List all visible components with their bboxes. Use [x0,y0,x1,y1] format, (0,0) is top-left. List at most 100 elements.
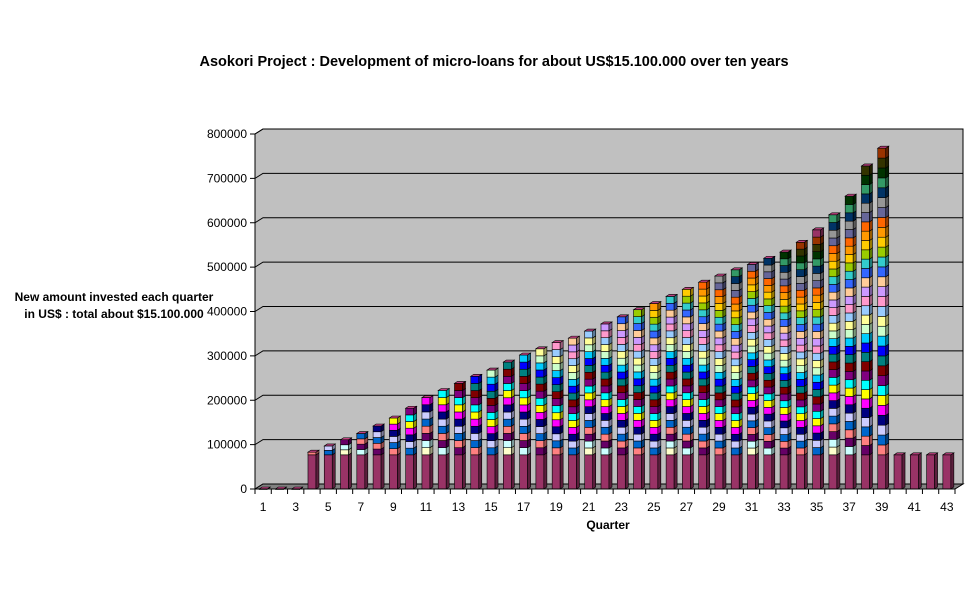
x-tick-label: 29 [712,500,726,514]
bar-segment [649,349,662,360]
bar-segment [535,388,548,399]
bar-segment [763,337,776,347]
bar-segment [812,241,824,253]
bar-top [795,239,809,243]
bar-segment [551,452,564,490]
bar-top [925,452,939,456]
bar-segment [665,452,678,490]
bar-segment [828,452,841,490]
bar-segment [828,281,841,293]
bar-top [518,352,532,356]
bar-segment [633,431,645,442]
bar-segment [796,328,808,339]
bar-segment [584,390,597,401]
bar-segment [551,389,564,400]
y-tick-label: 0 [240,482,247,496]
bar-segment [779,404,792,415]
x-tick-label: 19 [549,500,563,514]
x-tick-label: 33 [777,500,791,514]
bar-segment [877,452,890,490]
bar-segment [844,327,857,339]
bar-segment [584,438,597,449]
bar-segment [503,452,515,490]
bar-segment [665,410,678,421]
bar-segment [519,452,531,490]
bar-segment [926,452,938,490]
bar-segment [535,367,548,378]
bar-segment [812,307,824,318]
bar-segment [600,452,613,490]
bar-segment [389,452,401,490]
bar-top [713,273,727,277]
bar-segment [730,452,743,490]
bar-segment [844,410,857,423]
bar-segment [796,287,808,298]
bar-segment [828,436,841,448]
bar-segment [682,341,694,352]
bar-top [372,423,386,427]
gridline [254,350,963,357]
bar-segment [437,452,450,490]
bar-segment [372,452,385,490]
bar-segment [779,445,792,456]
x-tick-label: 21 [582,500,596,514]
bar-segment [779,269,792,280]
bar-top [600,321,613,325]
bar-segment [454,416,466,427]
bar-segment [844,377,857,389]
bar-segment [828,235,841,247]
bar-top [779,249,793,253]
bar-segment [747,350,759,361]
x-tick-label: 9 [390,500,397,514]
bar-segment [844,310,857,322]
bar-segment [877,323,890,337]
y-tick-label: 600000 [207,216,247,230]
bar-segment [584,404,597,415]
x-tick-label: 25 [647,500,661,514]
bar-top [844,193,858,197]
bar-segment [551,445,564,456]
bar-segment [714,355,727,366]
bar-segment [633,424,645,435]
bar-top [697,279,711,283]
bar-segment [665,362,678,373]
bar-segment [698,452,710,490]
bar-segment [682,452,694,490]
bar-segment [649,342,662,353]
bar-top [306,449,320,453]
bar-segment [763,350,776,361]
bar-segment [454,395,466,406]
bar-segment [812,379,824,391]
bar-top [502,359,516,363]
bar-segment [535,452,548,490]
bar-segment [828,305,841,316]
y-tick-label: 800000 [207,127,247,141]
bar-segment [698,403,710,414]
bar-segment [503,438,515,449]
bar-top [355,431,369,434]
x-tick-label: 37 [843,500,857,514]
gridline [254,439,963,446]
bar-segment [665,321,678,332]
bar-segment [796,452,808,490]
bar-top [339,437,353,441]
bar-segment [405,452,417,490]
bar-top [632,307,646,311]
bar-segment [747,309,759,320]
bar-segment [437,423,450,434]
bar-segment [486,367,499,378]
bar-segment [600,328,613,339]
x-tick-label: 23 [615,500,629,514]
bar-top [583,328,597,332]
bar-segment [747,452,759,490]
bar-segment [486,452,499,490]
bar-segment [568,452,580,490]
bar-segment [730,445,743,456]
x-tick-label: 5 [325,500,332,514]
x-tick-label: 43 [940,500,954,514]
bar-top [616,314,630,318]
bar-segment [682,307,694,318]
bar-segment [779,384,792,395]
bar-segment [779,310,792,321]
bar-segment [389,421,401,431]
